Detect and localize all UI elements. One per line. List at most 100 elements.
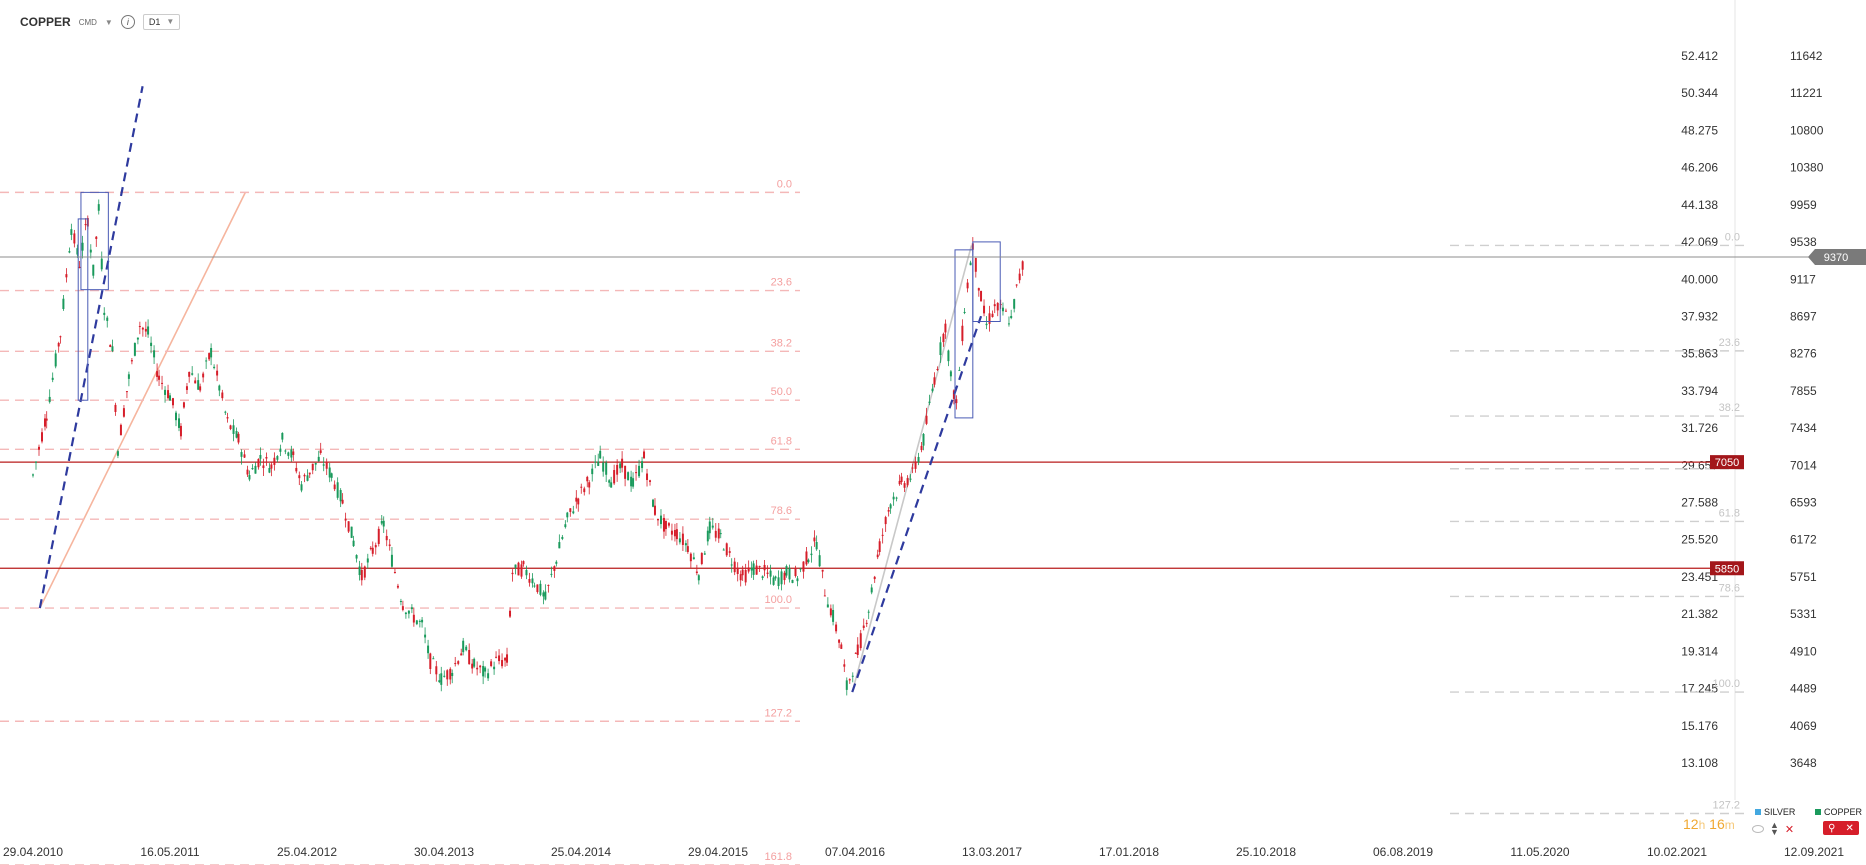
close-icon[interactable]: ✕	[1784, 823, 1795, 836]
left-axis-tick-label: 27.588	[1681, 496, 1718, 510]
right-axis-tick-label: 11221	[1790, 86, 1823, 100]
candle-body	[333, 484, 336, 490]
candle-body	[780, 571, 783, 585]
candle-body	[501, 660, 504, 667]
right-axis-tick-label: 8276	[1790, 347, 1817, 361]
candle-body	[476, 667, 479, 670]
candle-body	[1007, 323, 1010, 325]
candle-body	[229, 425, 232, 430]
candle-body	[555, 561, 558, 564]
candle-body	[697, 575, 700, 581]
candle-body	[369, 547, 372, 550]
candle-body	[903, 483, 906, 488]
symbol-name[interactable]: COPPER	[20, 15, 71, 29]
candle-body	[928, 401, 931, 403]
legend-item-copper[interactable]: COPPER	[1815, 807, 1862, 817]
candle-body	[678, 538, 681, 543]
candle-body	[544, 591, 547, 600]
candle-body	[138, 326, 141, 328]
horizontal-level-label: 7050	[1715, 457, 1739, 469]
candle-body	[51, 377, 54, 380]
candle-body	[490, 661, 493, 667]
candle-body	[632, 478, 635, 487]
symbol-dropdown-icon[interactable]: ▼	[104, 17, 113, 27]
candle-body	[736, 567, 739, 575]
left-axis-tick-label: 31.726	[1681, 421, 1718, 435]
fib-left-level-label: 0.0	[777, 178, 792, 190]
candle-body	[287, 452, 290, 456]
trendline[interactable]	[851, 315, 983, 693]
candle-body	[980, 290, 983, 302]
left-axis-tick-label: 21.382	[1681, 607, 1718, 621]
candle-body	[336, 482, 339, 498]
remove-indicator-button[interactable]: ⚲ ✕	[1823, 821, 1859, 835]
candle-body	[638, 465, 641, 477]
candle-body	[942, 333, 945, 343]
x-axis-tick-label: 25.04.2012	[277, 845, 337, 859]
candle-body	[766, 572, 769, 574]
left-axis-tick-label: 35.863	[1681, 347, 1718, 361]
annotation-box[interactable]	[954, 249, 974, 419]
candle-body	[68, 251, 71, 253]
candle-body	[542, 592, 545, 597]
candle-body	[504, 657, 507, 661]
candle-body	[613, 470, 616, 484]
candle-body	[54, 353, 57, 367]
annotation-box[interactable]	[77, 218, 89, 401]
candle-body	[730, 564, 733, 566]
candle-body	[993, 304, 996, 307]
candle-body	[999, 304, 1002, 306]
candle-body	[366, 558, 369, 563]
candle-body	[681, 533, 684, 545]
candle-body	[881, 534, 884, 536]
candle-body	[788, 568, 791, 580]
right-axis-tick-label: 8697	[1790, 309, 1817, 323]
fib-right-diagonal[interactable]	[851, 245, 973, 693]
timeframe-select[interactable]: D1 ▼	[142, 14, 181, 30]
candle-body	[747, 567, 750, 572]
trendline[interactable]	[38, 86, 144, 609]
candle-body	[156, 371, 159, 377]
annotation-box[interactable]	[972, 241, 1001, 323]
candle-body	[468, 650, 471, 665]
candle-body	[627, 472, 630, 481]
x-axis-tick-label: 13.03.2017	[962, 845, 1022, 859]
candle-body	[122, 408, 125, 417]
candle-body	[531, 578, 534, 584]
candle-body	[429, 653, 432, 669]
candle-body	[509, 610, 512, 617]
fib-left-level-label: 61.8	[771, 435, 792, 447]
candle-body	[268, 467, 271, 473]
updown-icon[interactable]: ▲ ▼	[1770, 820, 1779, 837]
eye-icon[interactable]	[1752, 825, 1764, 833]
symbol-type: CMD	[78, 17, 97, 27]
candle-body	[172, 398, 174, 406]
info-icon[interactable]: i	[120, 15, 135, 29]
fib-left-level-label: 100.0	[764, 594, 792, 606]
candle-body	[887, 509, 890, 512]
right-axis-tick-label: 7434	[1790, 421, 1817, 435]
candle-body	[435, 666, 438, 675]
legend-item-silver[interactable]: SILVER	[1755, 807, 1795, 817]
candle-body	[586, 476, 589, 482]
right-axis-tick-label: 7855	[1790, 384, 1817, 398]
candle-body	[232, 425, 235, 434]
candle-body	[371, 547, 374, 554]
candle-body	[799, 568, 802, 570]
candle-body	[805, 551, 808, 565]
left-axis-tick-label: 19.314	[1681, 644, 1718, 658]
timer-minutes-unit: m	[1724, 818, 1735, 832]
candle-body	[70, 229, 73, 235]
candle-body	[1013, 299, 1016, 309]
candle-body	[44, 418, 46, 427]
annotation-box[interactable]	[80, 191, 109, 291]
candle-body	[188, 371, 191, 377]
candle-body	[374, 545, 377, 548]
candle-body	[377, 528, 380, 544]
candle-body	[205, 360, 208, 362]
left-axis-tick-label: 42.069	[1681, 235, 1718, 249]
candle-body	[547, 584, 550, 586]
candle-body	[460, 653, 463, 656]
candle-body	[438, 680, 441, 683]
